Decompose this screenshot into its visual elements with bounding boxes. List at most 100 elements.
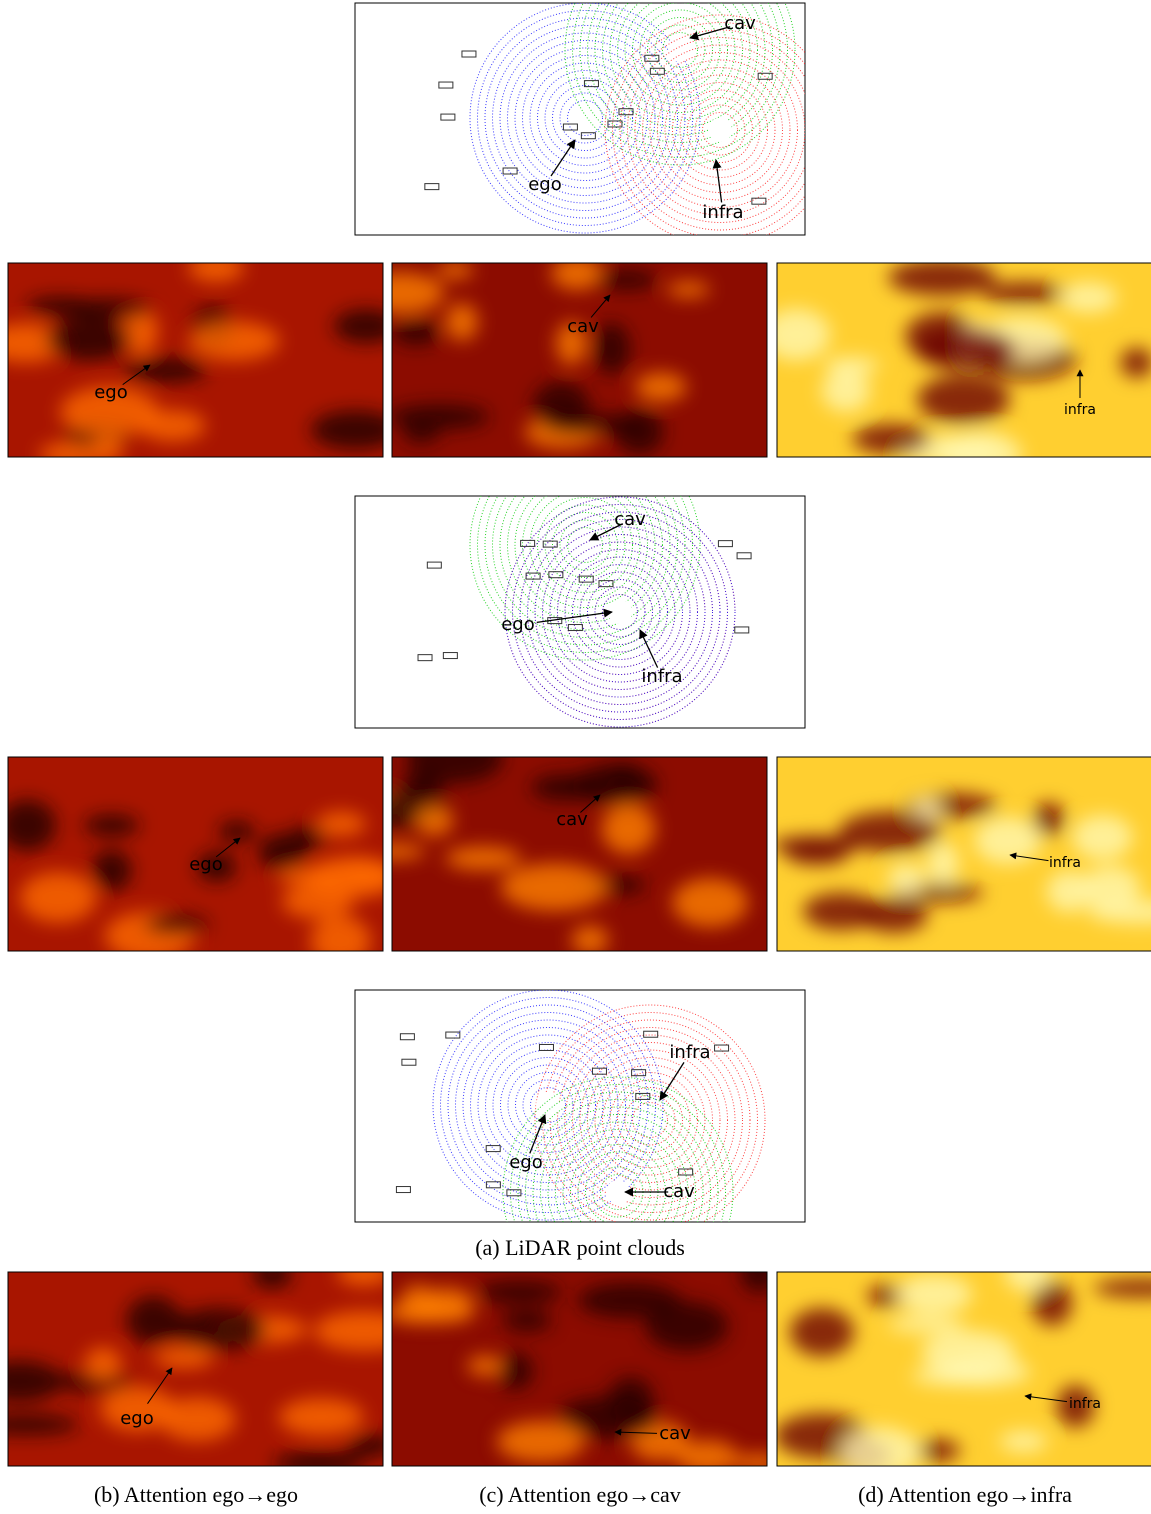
heat-blob [126,1295,182,1346]
heat-blob [467,1355,503,1376]
scan-ring [617,3,743,113]
heat-blob [83,814,140,837]
pointer-arrow [215,837,241,858]
scan-ring [617,1087,683,1153]
vehicle-box [644,54,660,62]
scan-ring [514,496,656,616]
agent-label: infra [669,1042,710,1063]
scan-ring [647,17,713,83]
heat-blob [556,1396,660,1439]
heat-blobs [777,1272,1151,1466]
heat-blob [196,851,237,883]
heat-blob [476,1281,562,1304]
heat-blob [415,805,454,837]
scan-ring [517,1091,719,1222]
heat-blob [436,263,474,279]
scan-ring [639,9,721,91]
sensor-hole [708,118,732,142]
vehicle-box [643,1030,659,1038]
heat-blob [789,1308,855,1357]
scan-ring [515,1072,581,1138]
heat-blob [218,820,256,843]
heat-blob [635,372,687,402]
heat-blob [941,432,1022,457]
scan-ring [555,1129,681,1222]
scan-ring [649,59,791,201]
agent-label: ego [528,174,562,195]
heat-blob [887,1316,965,1333]
scan-ring [587,579,653,645]
heat-blob [777,835,861,855]
heat-blobs [8,799,383,951]
agent-label: ego [501,614,535,635]
heat-blob [273,1451,365,1466]
scan-ring [532,1106,704,1222]
vehicle-box [538,1043,554,1051]
scan-ring [604,14,805,235]
heat-blobs [777,793,1151,933]
vehicle-box [542,540,558,548]
vehicle-box [717,540,733,548]
vehicle-box [567,624,583,632]
heat-blob [8,1414,79,1435]
vehicle-box [399,1033,415,1041]
scan-ring [587,3,773,143]
subfigure-caption: (a) LiDAR point clouds [475,1235,685,1260]
heat-blob [824,356,880,374]
vehicle-box [631,1069,647,1077]
agent-label: infra [1064,402,1096,418]
scan-ring [484,496,686,646]
heat [8,263,383,457]
heat-frame [776,1271,1151,1467]
scan-ring [499,496,671,631]
sensor-hole [573,106,597,130]
vehicle-box [440,113,456,121]
scan-ring [694,104,746,156]
heat-blob [1093,1278,1151,1298]
heat-blob [8,1360,63,1402]
heat-blob [496,1352,534,1390]
vehicle-box [442,652,458,660]
heat-blob [887,863,926,896]
scan-ring [579,571,661,653]
heat-blob [915,328,1016,371]
scan-ring [512,504,728,720]
agent-label: cav [614,509,646,530]
scan-ring [534,1004,766,1222]
lidar-panel: infra ego cav [354,989,806,1223]
scan-ring [672,82,768,178]
heat-blob [666,281,711,298]
scan-ring [662,32,698,68]
scan-ring [507,40,663,196]
scan-ring [504,496,736,728]
heat-frame [391,262,768,458]
heat-blob [60,386,159,438]
vehicle-box [445,1031,461,1039]
scan-ring [507,496,663,623]
heat-blob [1120,347,1151,378]
scan-ring [519,511,721,713]
scan-ring [510,1084,726,1222]
scan-ring [702,112,738,148]
heat-blob [802,892,879,931]
pointer-arrow [1024,1393,1068,1403]
heat-blobs [392,263,711,455]
heat-blobs [777,263,1151,457]
attention-map: ego [7,756,384,952]
heat-blob [921,1330,1016,1374]
scan-ring [484,17,686,219]
heat-blob [62,298,152,320]
heat-blob [313,1310,383,1351]
heat-blob [401,770,444,799]
scan-ring [564,1034,736,1206]
scan-ring [514,47,656,189]
scan-ring [572,564,668,660]
heat-frame [391,1271,768,1467]
scan-ring [634,44,805,216]
heat-blob [601,803,656,854]
heat-blob [392,272,445,314]
pointer-arrow [122,364,151,386]
heat-blob [276,867,351,886]
heat-blob [500,863,608,911]
heat [392,263,767,457]
